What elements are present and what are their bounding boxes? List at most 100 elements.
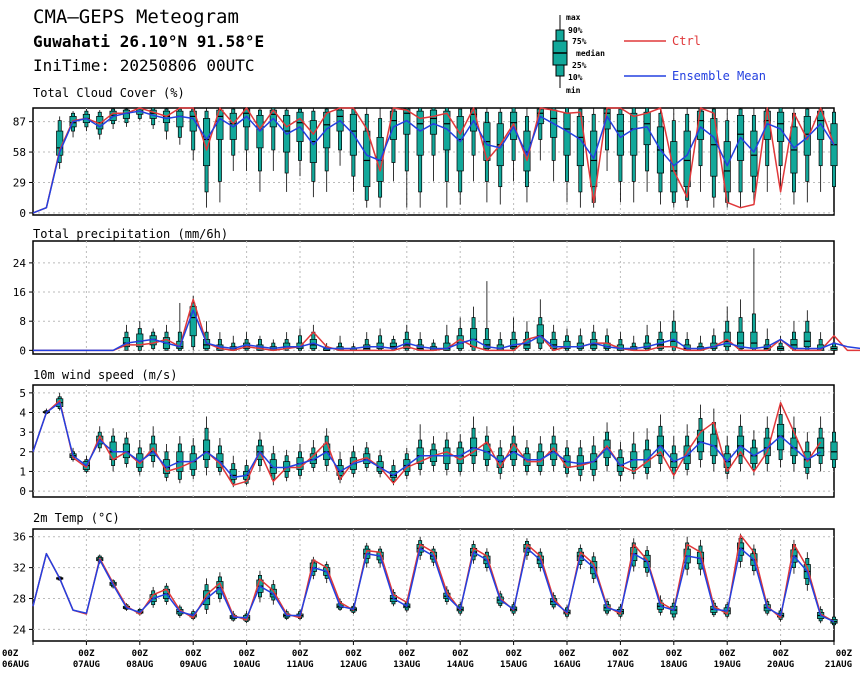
box-inner — [376, 461, 384, 472]
legend-label-median: median — [576, 48, 605, 58]
ctrl-line — [32, 399, 822, 486]
box-inner — [563, 112, 571, 156]
x-tick-date-label: 14AUG — [447, 660, 474, 670]
x-tick-date-label: 16AUG — [553, 660, 580, 670]
panel-title: Total Cloud Cover (%) — [33, 86, 185, 100]
box-inner — [122, 443, 131, 459]
box-inner — [670, 141, 678, 193]
ensemble-mean-line — [32, 110, 835, 214]
box-inner — [149, 443, 157, 457]
box-inner — [470, 437, 478, 457]
x-tick-date-label: 07AUG — [73, 660, 100, 670]
panel-title: 2m Temp (°C) — [33, 511, 120, 525]
legend-label-p90: 90% — [568, 26, 583, 35]
box-inner — [723, 141, 731, 193]
y-tick-label: 16 — [13, 286, 26, 299]
x-tick-hour-label: 00Z — [559, 649, 576, 659]
box-inner — [643, 111, 651, 146]
panel-title: Total precipitation (mm/6h) — [33, 227, 228, 241]
box-inner — [710, 118, 718, 177]
ctrl-line — [32, 107, 835, 214]
y-tick-label: 36 — [13, 531, 26, 544]
x-tick-date-label: 09AUG — [180, 660, 207, 670]
x-tick-date-label: 17AUG — [607, 660, 634, 670]
y-tick-label: 24 — [13, 623, 27, 636]
init-time: IniTime: 20250806 00UTC — [33, 56, 255, 75]
box-inner — [683, 130, 691, 188]
y-tick-label: 1 — [19, 465, 26, 478]
x-tick-hour-label: 00Z — [612, 649, 629, 659]
ctrl-line — [32, 534, 835, 623]
y-tick-label: 2 — [19, 446, 26, 459]
x-tick-hour-label: 00Z — [345, 649, 362, 659]
x-tick-date-label: 10AUG — [233, 660, 260, 670]
box-inner — [443, 110, 451, 151]
box-inner — [470, 328, 478, 348]
box-inner — [483, 339, 491, 349]
legend-ctrl-label: Ctrl — [672, 34, 701, 48]
y-tick-label: 24 — [13, 257, 27, 270]
y-tick-label: 5 — [19, 387, 26, 400]
box-outer — [271, 107, 276, 151]
x-tick-date-label: 08AUG — [126, 660, 153, 670]
x-tick-hour-label: 00Z — [505, 649, 522, 659]
x-tick-date-label: 12AUG — [340, 660, 367, 670]
x-tick-hour-label: 00Z — [238, 649, 255, 659]
box-inner — [830, 441, 838, 461]
box-inner — [416, 110, 424, 156]
box-inner — [736, 331, 745, 349]
legend-label-max: max — [566, 13, 581, 22]
box-inner — [696, 429, 705, 453]
x-tick-hour-label: 00Z — [772, 649, 789, 659]
y-tick-label: 29 — [13, 176, 26, 189]
x-tick-hour-label: 00Z — [452, 649, 469, 659]
box-inner — [429, 109, 438, 135]
x-tick-hour-label: 00Z — [666, 649, 683, 659]
box-inner — [750, 130, 758, 177]
x-tick-date-label: 20AUG — [767, 660, 794, 670]
box-inner — [536, 324, 544, 344]
y-tick-label: 58 — [13, 146, 26, 159]
box-inner — [803, 116, 811, 156]
y-tick-label: 0 — [19, 207, 26, 220]
x-tick-date-label: 19AUG — [714, 660, 741, 670]
legend-label-p75: 75% — [572, 37, 587, 46]
legend-label-p10: 10% — [568, 73, 583, 82]
legend: max 90% 75% median 25% 10% min Ctrl Ense… — [552, 13, 766, 95]
box-inner — [176, 110, 184, 128]
ensemble-mean-line — [32, 547, 835, 623]
legend-label-min: min — [566, 85, 581, 95]
y-tick-label: 0 — [19, 485, 26, 498]
panel-frame — [32, 528, 835, 642]
x-tick-hour-label: 00Z — [836, 649, 853, 659]
x-tick-hour-label: 00Z — [719, 649, 736, 659]
x-tick-date-label: 21AUG — [825, 660, 852, 670]
y-tick-label: 28 — [13, 593, 26, 606]
box-inner — [189, 306, 197, 337]
box-inner — [817, 110, 825, 140]
legend-label-p25: 25% — [572, 61, 587, 70]
box-inner — [630, 112, 638, 156]
x-tick-date-label: 18AUG — [660, 660, 687, 670]
y-tick-label: 3 — [19, 426, 26, 439]
x-tick-date-label: 06AUG — [2, 660, 29, 670]
x-tick-date-label: 13AUG — [393, 660, 420, 670]
y-tick-label: 87 — [13, 116, 26, 129]
y-tick-label: 4 — [19, 407, 26, 420]
panel-title: 10m wind speed (m/s) — [33, 368, 178, 382]
box-inner — [363, 130, 371, 188]
ensemble-mean-line — [33, 309, 860, 352]
y-tick-label: 8 — [19, 315, 26, 328]
x-tick-hour-label: 00Z — [185, 649, 202, 659]
y-tick-label: 0 — [19, 344, 26, 357]
box-inner — [456, 116, 464, 172]
box-inner — [803, 331, 811, 348]
ensemble-mean-line — [32, 401, 821, 479]
x-tick-hour-label: 00Z — [132, 649, 149, 659]
x-tick-date-label: 11AUG — [286, 660, 313, 670]
box-inner — [389, 471, 398, 478]
legend-mean-label: Ensemble Mean — [672, 69, 766, 83]
panel-frame — [32, 240, 835, 355]
